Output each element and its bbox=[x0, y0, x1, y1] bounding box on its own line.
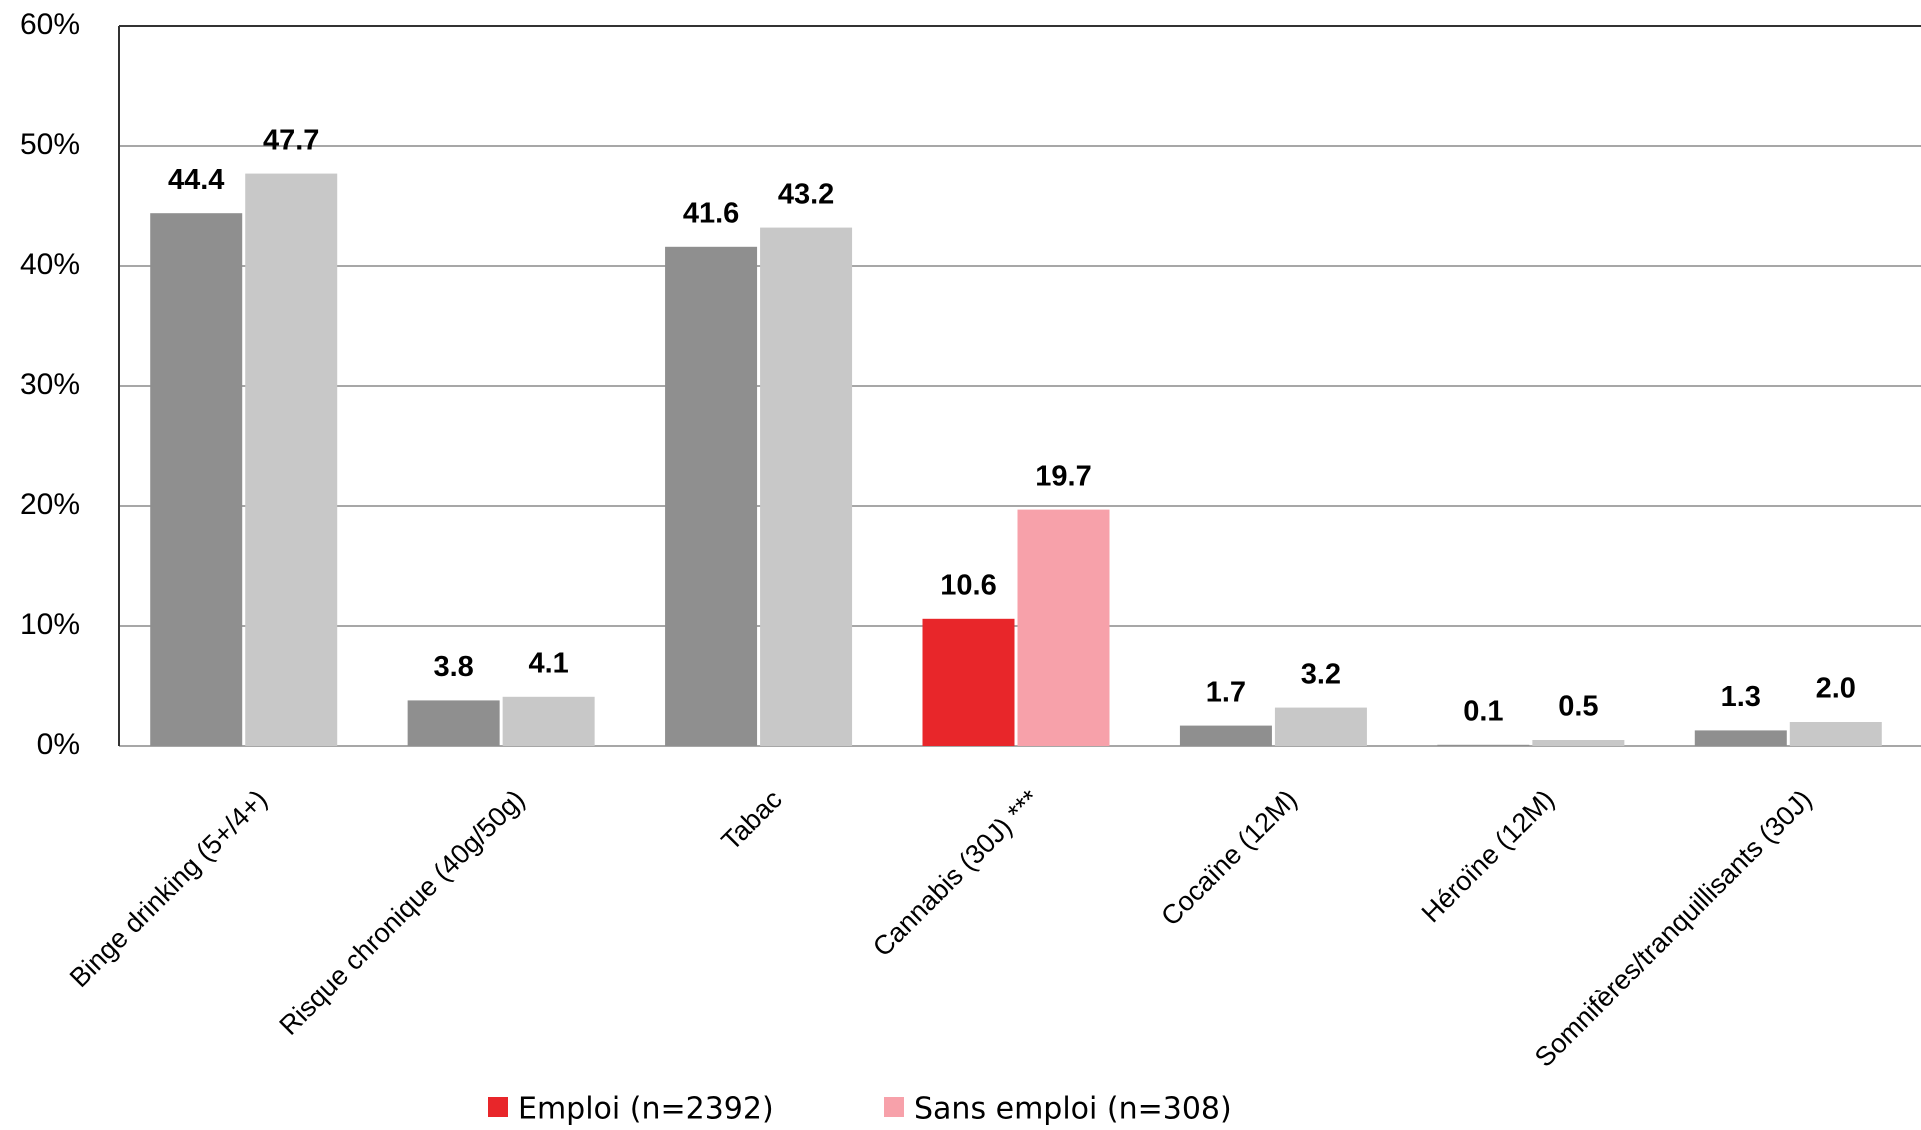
bar bbox=[1694, 730, 1787, 746]
legend-swatch bbox=[488, 1097, 508, 1117]
x-tick-label: Tabac bbox=[716, 784, 788, 856]
legend-label: Emploi (n=2392) bbox=[518, 1092, 774, 1127]
bar bbox=[150, 213, 243, 746]
y-tick-label: 30% bbox=[20, 368, 80, 401]
value-label: 3.8 bbox=[433, 651, 473, 683]
bar bbox=[1274, 707, 1367, 746]
bar bbox=[1532, 740, 1625, 746]
value-label: 44.4 bbox=[168, 164, 224, 196]
x-tick-label: Héroïne (12M) bbox=[1416, 784, 1560, 928]
bar bbox=[1017, 509, 1110, 746]
bar bbox=[407, 700, 500, 746]
x-tick-label: Cocaïne (12M) bbox=[1155, 784, 1302, 931]
bar bbox=[1437, 744, 1530, 746]
legend-label: Sans emploi (n=308) bbox=[914, 1092, 1232, 1127]
bar bbox=[245, 173, 338, 747]
value-label: 10.6 bbox=[940, 569, 996, 601]
bar bbox=[502, 696, 595, 746]
y-tick-label: 0% bbox=[37, 728, 80, 761]
value-label: 19.7 bbox=[1035, 460, 1091, 492]
y-tick-label: 20% bbox=[20, 488, 80, 521]
value-label: 3.2 bbox=[1301, 658, 1341, 690]
bar bbox=[760, 227, 853, 747]
y-tick-label: 10% bbox=[20, 608, 80, 641]
value-label: 43.2 bbox=[778, 178, 834, 210]
legend-swatch bbox=[884, 1097, 904, 1117]
value-label: 0.5 bbox=[1558, 691, 1598, 723]
value-label: 1.3 bbox=[1721, 681, 1761, 713]
value-label: 2.0 bbox=[1816, 673, 1856, 705]
x-tick-label: Risque chronique (40g/50g) bbox=[274, 784, 531, 1041]
value-label: 0.1 bbox=[1463, 695, 1503, 727]
value-label: 41.6 bbox=[683, 197, 739, 229]
y-tick-label: 40% bbox=[20, 248, 80, 281]
x-tick-label: Somnifères/tranquillisants (30J) bbox=[1529, 784, 1818, 1073]
bar bbox=[665, 246, 758, 747]
y-tick-label: 60% bbox=[20, 8, 80, 41]
bar bbox=[1179, 725, 1272, 746]
x-tick-label: Cannabis (30J) *** bbox=[867, 784, 1046, 963]
bar bbox=[922, 618, 1015, 746]
bar bbox=[1789, 722, 1882, 746]
x-tick-label: Binge drinking (5+/4+) bbox=[64, 784, 273, 993]
value-label: 47.7 bbox=[263, 124, 319, 156]
value-label: 1.7 bbox=[1206, 676, 1246, 708]
y-tick-label: 50% bbox=[20, 128, 80, 161]
value-label: 4.1 bbox=[528, 647, 568, 679]
